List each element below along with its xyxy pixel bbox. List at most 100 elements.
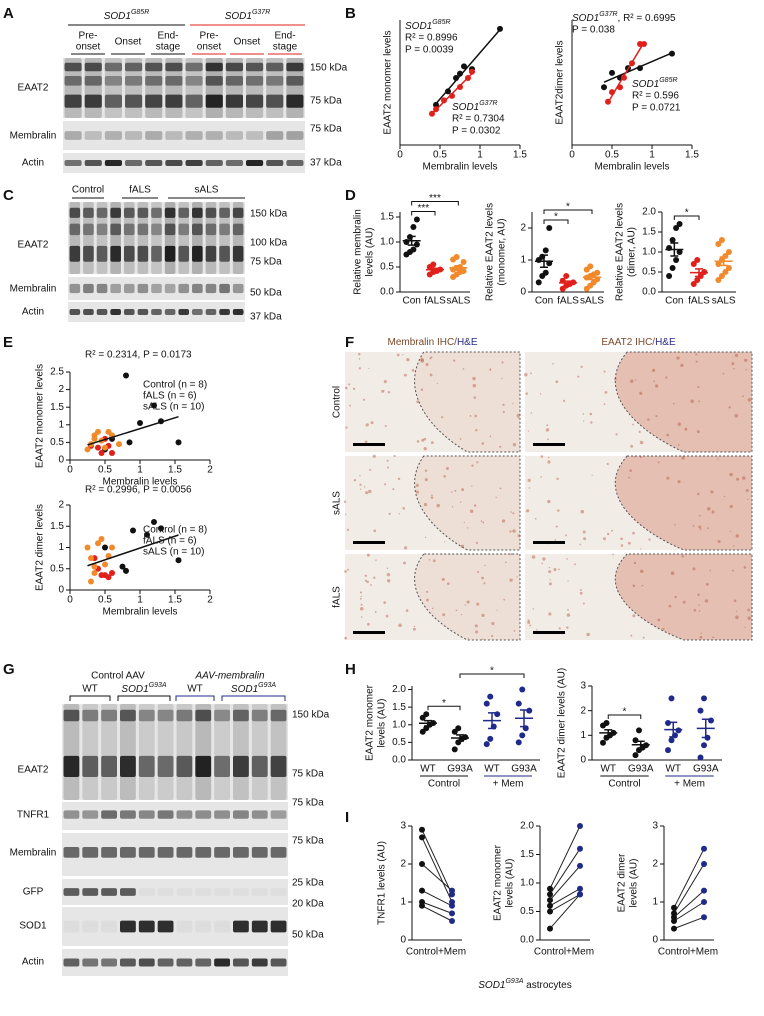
blot-band [157,958,174,967]
blot-background [63,121,305,150]
data-point [601,84,607,91]
blot-band [214,709,230,722]
stain-speck [396,353,400,357]
stain-speck [483,582,486,585]
stain-speck [657,618,661,622]
row-label: Membralin [10,131,57,142]
blot-band [266,76,284,86]
caption-rest: astrocytes [523,980,571,991]
tissue-region [414,351,521,453]
row-label: sALS [332,491,343,515]
significance-label: * [623,707,627,718]
blot-band [96,309,108,315]
stain-speck [343,500,347,503]
data-point [701,845,707,852]
blot-band [195,920,212,933]
pair-line [549,888,581,907]
stain-speck [455,609,458,612]
marker-label: 50 kDa [292,930,324,941]
blot-band [120,958,136,967]
stain-speck [431,607,434,610]
blot-band [286,62,304,72]
blot-band [232,245,244,262]
fit-annotation-sup: G37R [599,11,617,18]
data-point [671,918,677,924]
lane-label: SOD1G93A [231,682,276,694]
stain-speck [527,430,530,432]
x-tick-label: Con [665,296,683,307]
stain-speck [517,417,520,419]
data-point [675,727,682,734]
blot-band [195,709,212,722]
stain-speck [397,477,401,481]
x-tick-label: +Mem [690,947,718,958]
stain-speck [366,580,369,584]
data-point [577,891,583,898]
y-tick-label: 0.5 [392,737,406,748]
blot-band [205,223,217,236]
data-point [725,265,732,271]
blot-band [151,283,162,294]
stain-speck [519,554,521,556]
row-label: Control [332,386,343,418]
stain-speck [383,483,387,486]
column-header-rest: H&E [457,337,478,348]
stain-speck [630,634,633,637]
blot-band [145,62,163,72]
stain-speck [681,555,684,558]
stain-speck [735,615,739,620]
data-point [547,891,553,898]
lane-label: onset [76,42,101,53]
lane-label: WT [82,684,98,695]
stain-speck [386,459,389,462]
pair-line [421,863,453,891]
blot-band [176,755,193,777]
y-axis-label: EAAT2 monomer [493,844,504,921]
data-point [461,63,467,70]
blot-band [205,94,223,108]
y-tick-label: 1.5 [380,212,394,223]
y-tick-label: 0 [58,585,64,596]
marker-label: 75 kDa [292,798,324,809]
group-label: SOD1G85R [104,9,150,21]
stain-speck [651,368,656,372]
blot-band [82,846,99,858]
stain-speck [603,403,606,406]
y-tick-label: 2 [580,705,586,716]
stain-speck [635,379,637,381]
stain-speck [734,353,739,357]
stain-speck [454,489,457,492]
stain-speck [722,372,725,375]
stain-speck [632,584,636,588]
y-tick-label: 0.0 [392,755,406,766]
blot-band [233,810,249,819]
group-label-sup: G37R [252,9,270,16]
blot-band [286,160,304,166]
row-label: Actin [22,957,44,968]
x-axis-label: Membralin levels [102,607,177,618]
x-tick-label: Con [535,296,553,307]
data-point [526,707,533,714]
blot-band [270,755,287,777]
blot-band [137,207,149,218]
x-tick-label: +Mem [438,947,466,958]
stain-speck [566,558,568,560]
legend-entry: Control (n = 8) [143,380,207,391]
x-tick-label: sALS [580,296,604,307]
data-point [453,254,460,260]
blot-band [219,245,230,262]
blot-band [246,160,264,166]
stain-speck [606,462,609,466]
group-label-base: SOD1 [225,11,252,22]
data-point [102,544,108,551]
blot-band [101,709,117,722]
blot-band [192,309,203,315]
stain-speck [429,373,433,377]
blot-background [63,58,305,118]
y-axis-label: EAAT2 dimer [617,853,628,912]
significance-label: * [490,666,494,677]
stain-speck [430,496,434,499]
data-point [577,862,583,869]
stain-speck [442,613,446,617]
significance-label: * [554,212,558,223]
